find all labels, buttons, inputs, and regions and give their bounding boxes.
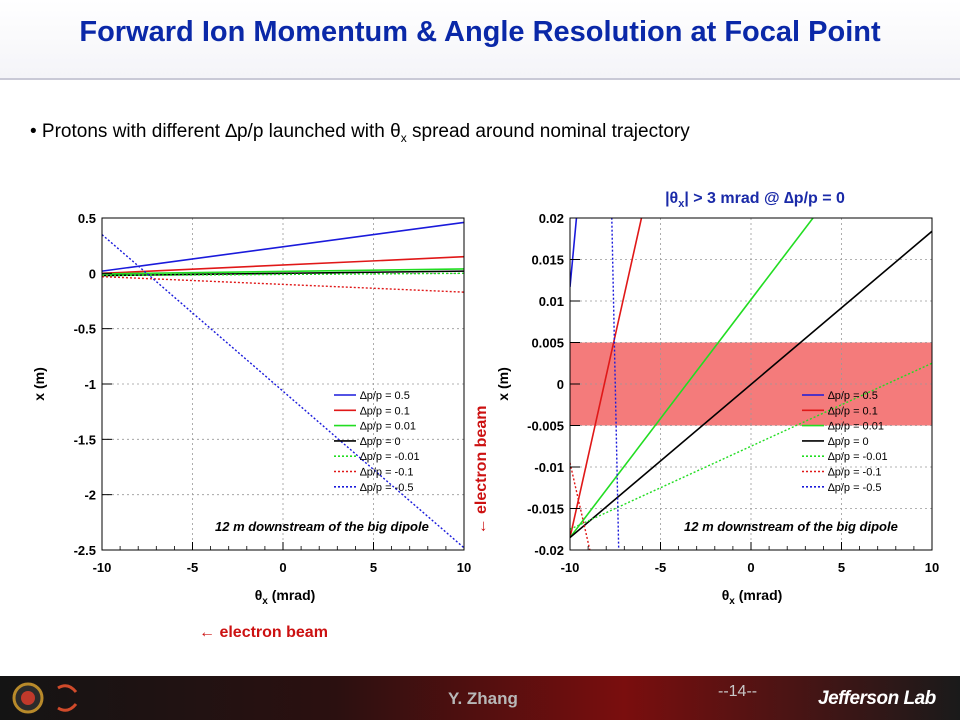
series-line	[570, 462, 591, 550]
y-tick-label: -1.5	[74, 432, 96, 447]
right-xlabel: θx (mrad)	[722, 587, 783, 607]
footer-page: --14--	[718, 683, 758, 700]
legend-label: ∆p/p = -0.5	[828, 482, 882, 494]
right-xlabel-main: θ	[722, 587, 730, 603]
x-tick-label: 0	[279, 560, 286, 575]
legend-label: ∆p/p = -0.5	[360, 482, 414, 494]
footer-bar: Y. Zhang --14-- Jefferson Lab	[0, 676, 960, 720]
series-line	[102, 255, 464, 275]
right-xlabel-unit: (mrad)	[735, 587, 782, 603]
bullet-mid: launched with	[263, 121, 391, 142]
right-grid	[570, 218, 932, 550]
x-tick-label: 0	[747, 560, 754, 575]
legend-label: ∆p/p = 0.01	[360, 421, 416, 433]
series-line	[570, 218, 815, 539]
x-tick-label: 5	[370, 560, 377, 575]
right-note-sub: x	[678, 198, 685, 210]
jsa-logo-icon	[57, 684, 78, 712]
x-tick-label: -10	[561, 560, 580, 575]
y-tick-label: -2	[84, 488, 96, 503]
x-tick-label: -5	[655, 560, 667, 575]
left-legend: ∆p/p = 0.5 ∆p/p = 0.1 ∆p/p = 0.01 ∆p/p = 0 ∆…	[334, 390, 420, 494]
right-note-suffix: | > 3 mrad @ ∆p/p = 0	[684, 190, 845, 207]
x-tick-label: 10	[925, 560, 939, 575]
bullet-theta-sub: x	[400, 130, 407, 145]
right-legend: ∆p/p = 0.5 ∆p/p = 0.1 ∆p/p = 0.01 ∆p/p = 0 ∆…	[802, 390, 888, 494]
y-tick-label: 0.01	[539, 294, 564, 309]
y-tick-label: -1	[84, 377, 96, 392]
y-tick-label: 0.5	[78, 211, 96, 226]
x-tick-label: -5	[187, 560, 199, 575]
y-tick-label: -0.01	[534, 460, 564, 475]
series-line	[102, 221, 464, 272]
left-annotation: 12 m downstream of the big dipole	[215, 519, 429, 534]
right-xlabel-sub: x	[729, 596, 735, 607]
legend-label: ∆p/p = -0.01	[360, 451, 420, 463]
legend-label: ∆p/p = -0.01	[828, 451, 888, 463]
left-xlabel-main: θ	[255, 587, 263, 603]
series-line	[102, 268, 464, 275]
footer-lab-logo: Jefferson Lab	[818, 688, 936, 709]
left-ticks: -10 -5 0 5 10 0.5 0 -0.5 -1 -1.5 -2 -2.5	[74, 211, 472, 575]
right-annotation: 12 m downstream of the big dipole	[684, 519, 898, 534]
right-note-prefix: |θ	[665, 190, 678, 207]
legend-label: ∆p/p = 0	[360, 436, 401, 448]
y-tick-label: 0	[557, 377, 564, 392]
y-tick-label: 0.005	[531, 336, 564, 351]
left-xlabel: θx (mrad)	[255, 587, 316, 607]
legend-label: ∆p/p = 0.5	[828, 390, 878, 402]
bullet-dp: ∆p/p	[225, 121, 264, 142]
right-ylabel: x (m)	[495, 367, 511, 400]
y-tick-label: -0.02	[534, 543, 564, 558]
right-plot-note: |θx| > 3 mrad @ ∆p/p = 0	[665, 190, 845, 210]
y-tick-label: 0.015	[531, 253, 564, 268]
arrow-label-left: ← electron beam	[199, 624, 328, 641]
legend-label: ∆p/p = 0	[828, 436, 869, 448]
slide-title: Forward Ion Momentum & Angle Resolution …	[79, 16, 881, 48]
y-tick-label: -0.005	[527, 419, 564, 434]
right-chart: -10 -5 0 5 10 0.02 0.015 0.01 0.005 0 -0.005 -0.01 -…	[495, 211, 939, 607]
legend-label: ∆p/p = 0.1	[360, 405, 410, 417]
series-line	[102, 272, 464, 277]
series-line	[570, 230, 932, 539]
y-tick-label: 0.02	[539, 211, 564, 226]
legend-label: ∆p/p = 0.1	[828, 405, 878, 417]
legend-label: ∆p/p = -0.1	[828, 467, 882, 479]
series-line	[570, 218, 578, 287]
left-ylabel: x (m)	[31, 367, 47, 400]
left-series-group	[102, 221, 464, 549]
bullet-suffix: spread around nominal trajectory	[406, 121, 690, 142]
left-xlabel-sub: x	[262, 596, 268, 607]
y-tick-label: -2.5	[74, 543, 96, 558]
x-tick-label: 10	[457, 560, 471, 575]
right-ticks: -10 -5 0 5 10 0.02 0.015 0.01 0.005 0 -0.005 -0.01 -…	[527, 211, 939, 575]
legend-label: ∆p/p = -0.1	[360, 467, 414, 479]
bullet-theta: θ	[390, 121, 401, 142]
legend-label: ∆p/p = 0.5	[360, 390, 410, 402]
logos	[12, 682, 78, 714]
series-line	[570, 218, 643, 538]
x-tick-label: -10	[93, 560, 112, 575]
bullet-text: • Protons with different ∆p/p launched w…	[30, 121, 690, 145]
y-tick-label: 0	[89, 266, 96, 281]
left-xlabel-unit: (mrad)	[268, 587, 315, 603]
y-tick-label: -0.015	[527, 502, 564, 517]
left-chart: -10 -5 0 5 10 0.5 0 -0.5 -1 -1.5 -2 -2.5 ∆p/p = 0.5…	[31, 211, 471, 607]
footer-author: Y. Zhang	[448, 689, 518, 708]
title-bar: Forward Ion Momentum & Angle Resolution …	[0, 0, 960, 80]
x-tick-label: 5	[838, 560, 845, 575]
right-series-group	[570, 218, 932, 550]
legend-label: ∆p/p = 0.01	[828, 421, 884, 433]
arrow-label-right: ← electron beam	[473, 406, 490, 535]
y-tick-label: -0.5	[74, 322, 96, 337]
series-line	[102, 275, 464, 293]
bullet-prefix: • Protons with different	[30, 121, 226, 142]
